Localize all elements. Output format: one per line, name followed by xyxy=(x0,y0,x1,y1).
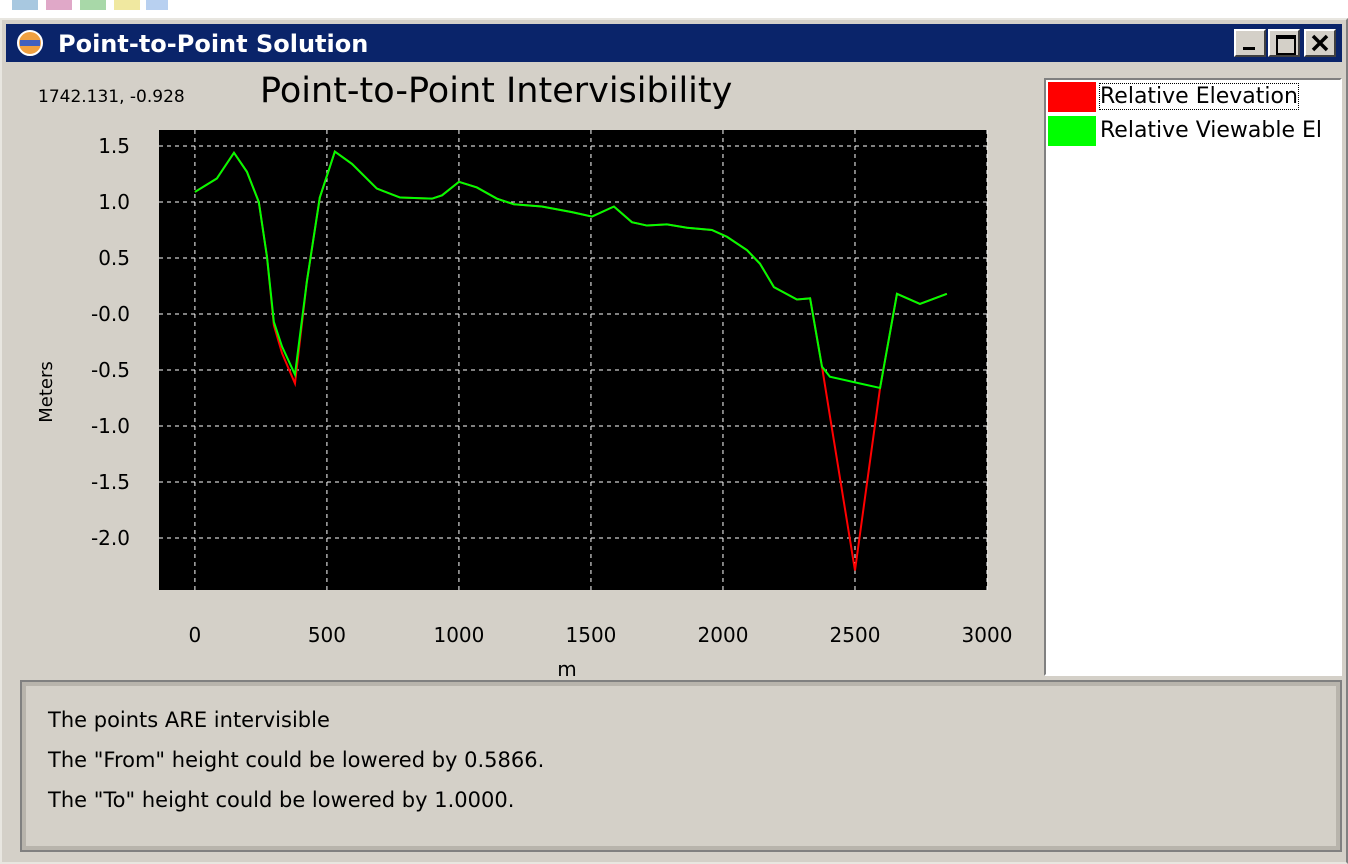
y-tick-label: -0.0 xyxy=(91,302,130,326)
info-line: The points ARE intervisible xyxy=(48,708,330,732)
legend-entry: Relative Viewable El xyxy=(1048,116,1322,148)
legend-swatch xyxy=(1048,116,1096,146)
x-axis-label: m xyxy=(557,657,576,680)
x-tick-label: 500 xyxy=(308,623,346,647)
x-tick-label: 1000 xyxy=(433,623,484,647)
chart: 1742.131, -0.928 Point-to-Point Intervis… xyxy=(36,71,1013,680)
y-tick-label: -1.5 xyxy=(91,470,130,494)
x-tick-label: 2000 xyxy=(698,623,749,647)
info-line: The "To" height could be lowered by 1.00… xyxy=(48,788,515,812)
legend: Relative Elevation Relative Viewable El xyxy=(1044,78,1342,676)
y-tick-label: 0.5 xyxy=(98,246,130,270)
info-line: The "From" height could be lowered by 0.… xyxy=(48,748,545,772)
y-tick-label: 1.0 xyxy=(98,190,130,214)
x-tick-label: 2500 xyxy=(830,623,881,647)
x-tick-label: 1500 xyxy=(566,623,617,647)
close-button[interactable] xyxy=(1304,29,1336,57)
y-tick-label: -0.5 xyxy=(91,358,130,382)
window-title: Point-to-Point Solution xyxy=(58,30,369,58)
cursor-readout: 1742.131, -0.928 xyxy=(38,87,185,107)
taskbar-icons xyxy=(12,0,168,10)
y-tick-label: -1.0 xyxy=(91,414,130,438)
legend-entry: Relative Elevation xyxy=(1048,82,1299,114)
y-tick-label: -2.0 xyxy=(91,526,130,550)
legend-label: Relative Elevation xyxy=(1099,83,1299,110)
series-line xyxy=(194,150,948,390)
x-tick-label: 0 xyxy=(189,623,202,647)
title-bar: Point-to-Point Solution xyxy=(6,24,1342,62)
legend-label: Relative Viewable El xyxy=(1100,118,1323,143)
window: Point-to-Point Solution 1742.131, -0.928… xyxy=(0,18,1348,864)
y-axis-label: Meters xyxy=(36,361,57,423)
legend-swatch xyxy=(1048,82,1096,112)
maximize-button[interactable] xyxy=(1268,29,1300,57)
app-icon xyxy=(17,30,43,56)
minimize-button[interactable] xyxy=(1234,29,1266,57)
info-panel: The points ARE intervisible The "From" he… xyxy=(20,680,1342,852)
x-tick-label: 3000 xyxy=(962,623,1013,647)
plot-area xyxy=(159,130,987,590)
y-tick-label: 1.5 xyxy=(98,134,130,158)
chart-title: Point-to-Point Intervisibility xyxy=(260,71,732,111)
